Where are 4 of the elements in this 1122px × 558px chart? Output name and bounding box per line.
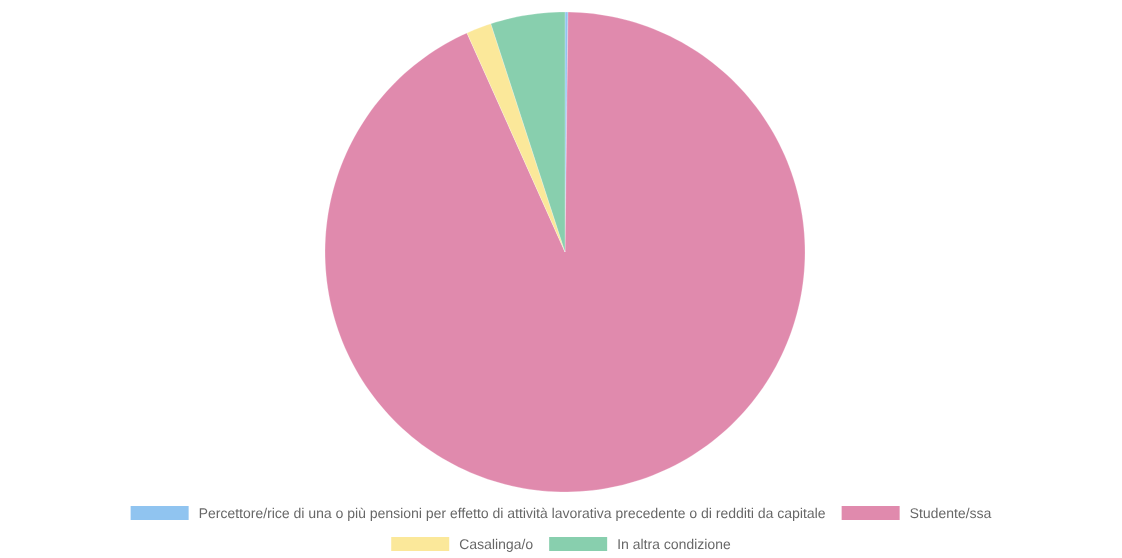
legend-label: Casalinga/o <box>459 538 533 552</box>
legend-label: Percettore/rice di una o più pensioni per effetto di attività lavorativa precedente o di redditi da capitale <box>199 507 825 521</box>
legend-label: Studente/ssa <box>910 507 992 519</box>
legend-label: In altra condizione <box>618 538 731 550</box>
